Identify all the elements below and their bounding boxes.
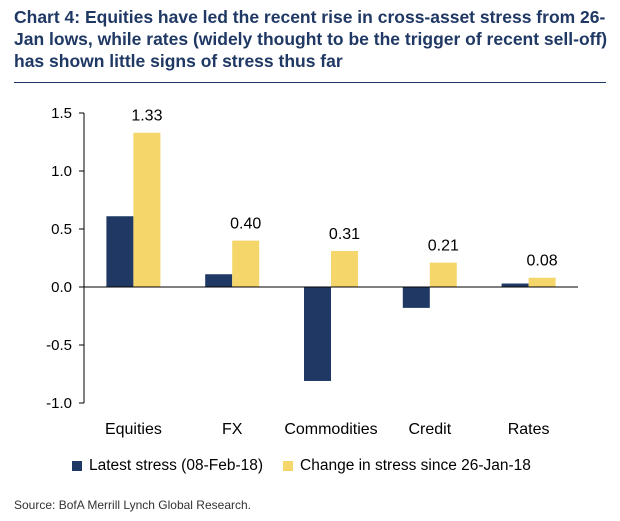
bar-latest-commodities bbox=[304, 287, 331, 381]
source-note: Source: BofA Merrill Lynch Global Resear… bbox=[14, 498, 251, 512]
data-label: 0.31 bbox=[329, 226, 360, 243]
bar-change-commodities bbox=[331, 251, 358, 287]
category-label-equities: Equities bbox=[105, 421, 162, 438]
legend: Latest stress (08-Feb-18) Change in stre… bbox=[72, 457, 551, 475]
category-label-commodities: Commodities bbox=[284, 421, 377, 438]
bars-group bbox=[106, 132, 556, 381]
bar-change-rates bbox=[528, 277, 556, 287]
y-tick-label: 1.0 bbox=[51, 163, 72, 180]
y-tick-label: -0.5 bbox=[46, 337, 72, 354]
category-labels-group: Equities FX Commodities Credit Rates bbox=[105, 421, 550, 438]
legend-item-latest: Latest stress (08-Feb-18) bbox=[72, 457, 263, 475]
bar-latest-equities bbox=[106, 216, 134, 287]
data-labels-group: 1.33 0.40 0.31 0.21 0.08 bbox=[131, 108, 557, 270]
y-tick-label: 0.5 bbox=[51, 221, 72, 238]
category-label-fx: FX bbox=[222, 421, 243, 438]
bar-latest-fx bbox=[205, 274, 233, 287]
legend-label-change: Change in stress since 26-Jan-18 bbox=[300, 457, 531, 474]
y-tick-label: 0.0 bbox=[51, 279, 72, 296]
chart-title: Chart 4: Equities have led the recent ri… bbox=[14, 7, 608, 71]
data-label: 0.08 bbox=[527, 253, 558, 270]
bar-change-credit bbox=[429, 262, 457, 287]
bar-latest-rates bbox=[501, 283, 529, 287]
y-tick-label: 1.5 bbox=[51, 105, 72, 122]
category-label-credit: Credit bbox=[408, 421, 451, 438]
y-tick-label: -1.0 bbox=[46, 395, 72, 412]
legend-label-latest: Latest stress (08-Feb-18) bbox=[89, 457, 264, 474]
data-label: 0.40 bbox=[230, 216, 261, 233]
bar-change-equities bbox=[133, 132, 161, 287]
bar-latest-credit bbox=[402, 287, 430, 308]
title-divider bbox=[14, 82, 606, 83]
data-label: 0.21 bbox=[428, 238, 459, 255]
y-axis: 1.5 1.0 0.5 0.0 -0.5 -1.0 bbox=[46, 105, 578, 412]
legend-swatch-change bbox=[283, 461, 294, 471]
category-label-rates: Rates bbox=[508, 421, 550, 438]
legend-item-change: Change in stress since 26-Jan-18 bbox=[283, 457, 531, 475]
data-label: 1.33 bbox=[131, 108, 162, 125]
legend-swatch-latest bbox=[72, 461, 82, 471]
bar-change-fx bbox=[232, 240, 260, 287]
